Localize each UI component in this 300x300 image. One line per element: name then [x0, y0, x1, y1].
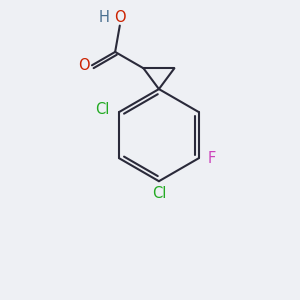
Text: F: F [207, 151, 215, 166]
Text: Cl: Cl [152, 186, 166, 201]
Text: Cl: Cl [95, 102, 110, 117]
Text: H: H [99, 10, 110, 25]
Text: O: O [78, 58, 89, 73]
Text: O: O [114, 10, 126, 25]
